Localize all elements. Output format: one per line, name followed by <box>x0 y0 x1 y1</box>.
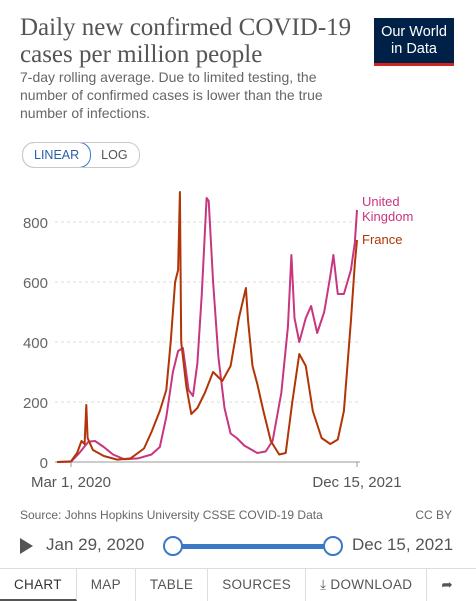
timeline: Jan 29, 2020 Dec 15, 2021 <box>0 530 476 560</box>
tab-table[interactable]: TABLE <box>136 569 209 601</box>
series-line-united-kingdom <box>56 197 358 463</box>
series-line-france <box>56 191 358 463</box>
linear-scale-button[interactable]: LINEAR <box>22 143 92 167</box>
timeline-end-label: Dec 15, 2021 <box>352 535 454 554</box>
timeline-start-handle[interactable] <box>163 536 183 556</box>
chart-title: Daily new confirmed COVID-19 cases per m… <box>20 14 352 68</box>
x-tick-label: Mar 1, 2020 <box>31 474 111 491</box>
chart-subtitle: 7-day rolling average. Due to limited te… <box>20 69 323 121</box>
tab-chart[interactable]: CHART <box>0 569 77 601</box>
logo-line-1: Our World <box>381 24 447 40</box>
tab-bar: CHART MAP TABLE SOURCES ⤓ DOWNLOAD ➦ <box>0 568 476 601</box>
timeline-start-label: Jan 29, 2020 <box>46 535 145 554</box>
y-tick-label: 600 <box>23 275 48 292</box>
y-tick-label: 400 <box>23 335 48 352</box>
log-scale-button[interactable]: LOG <box>101 148 128 162</box>
series-label-united-kingdom-line: United <box>362 194 400 209</box>
logo-line-2: in Data <box>391 41 437 57</box>
line-chart: 0 200 400 600 800 Mar 1, 2020 Dec 15, 2021 Un… <box>23 191 413 491</box>
source-note[interactable]: Source: Johns Hopkins University CSSE CO… <box>20 508 323 522</box>
x-tick-label: Dec 15, 2021 <box>312 474 401 491</box>
y-tick-label: 200 <box>23 395 48 412</box>
series-label-france: France <box>362 232 402 247</box>
y-tick-label: 0 <box>40 455 48 472</box>
series-label-united-kingdom-line: Kingdom <box>362 209 413 224</box>
tab-map[interactable]: MAP <box>77 569 136 601</box>
tab-sources[interactable]: SOURCES <box>208 569 307 601</box>
series-label-united-kingdom: United Kingdom <box>362 194 413 224</box>
timeline-end-handle[interactable] <box>323 536 343 556</box>
play-icon[interactable] <box>20 538 33 554</box>
owid-logo[interactable]: Our World in Data <box>374 18 454 66</box>
y-tick-label: 800 <box>23 215 48 232</box>
tab-download[interactable]: ⤓ DOWNLOAD <box>306 569 428 601</box>
timeline-track[interactable] <box>172 544 332 549</box>
scale-toggle: LINEAR LOG <box>22 142 140 168</box>
share-icon[interactable]: ➦ <box>441 577 453 592</box>
download-icon: ⤓ <box>320 577 327 592</box>
tab-download-label: DOWNLOAD <box>330 577 413 592</box>
license-label[interactable]: CC BY <box>415 508 452 522</box>
